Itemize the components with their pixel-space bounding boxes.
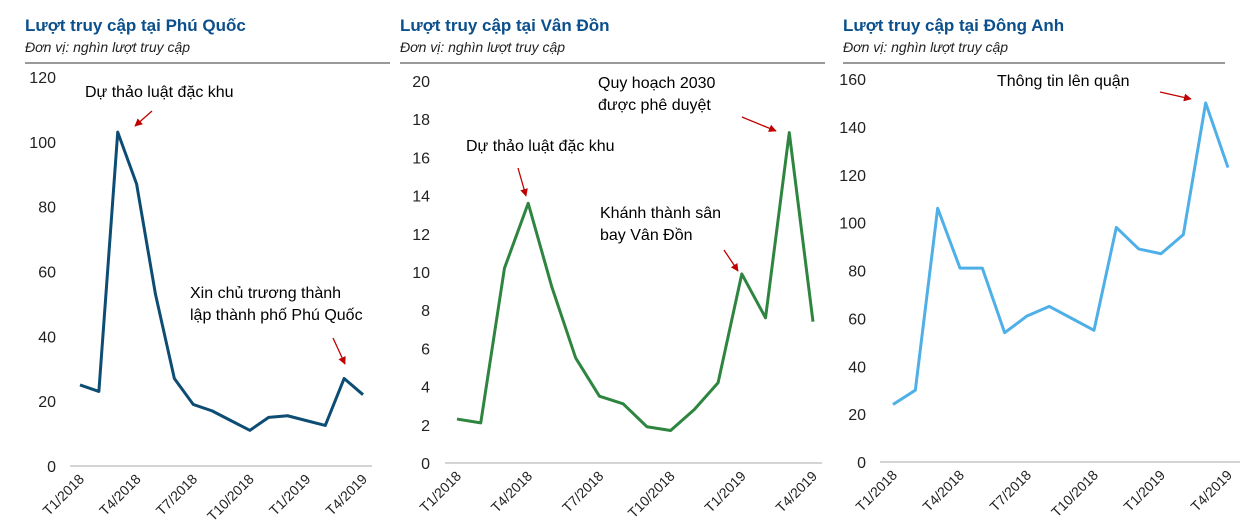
x-tick-label: T1/2018 [39,471,87,519]
annotation: Xin chủ trương thành [190,285,341,302]
chart-title: Lượt truy cập tại Đông Anh [843,16,1064,35]
y-tick-label: 120 [29,70,56,87]
y-tick-label: 12 [412,227,430,244]
y-tick-label: 4 [421,380,430,397]
y-tick-label: 8 [421,303,430,320]
y-tick-label: 10 [412,265,430,282]
x-tick-label: T1/2019 [701,468,749,516]
annotation-arrow [723,249,739,272]
y-tick-label: 20 [38,394,56,411]
y-tick-label: 100 [29,135,56,152]
x-tick-label: T4/2019 [772,468,820,516]
x-tick-label: T4/2018 [488,468,536,516]
y-tick-label: 0 [421,456,430,473]
y-tick-label: 0 [857,455,866,472]
x-tick-label: T4/2019 [1187,467,1235,515]
y-tick-label: 160 [839,72,866,89]
annotation: lập thành phố Phú Quốc [190,307,363,324]
chart-title: Lượt truy cập tại Phú Quốc [25,16,246,35]
y-tick-label: 40 [848,359,866,376]
x-tick-label: T4/2019 [322,471,370,519]
x-tick-label: T7/2018 [986,467,1034,515]
x-tick-label: T4/2018 [919,467,967,515]
annotation-arrow [1159,91,1192,102]
chart-subtitle: Đơn vị: nghìn lượt truy cập [25,39,190,55]
chart-subtitle: Đơn vị: nghìn lượt truy cập [843,39,1008,55]
data-line [456,131,815,433]
x-tick-label: T10/2018 [204,471,257,524]
annotation: Thông tin lên quận [997,73,1130,90]
y-tick-label: 2 [421,418,430,435]
annotation: Quy hoạch 2030 [598,75,716,92]
y-tick-label: 80 [848,264,866,281]
annotation: được phê duyệt [598,97,711,114]
y-tick-label: 40 [38,329,56,346]
y-tick-label: 14 [412,189,430,206]
chart-subtitle: Đơn vị: nghìn lượt truy cập [400,39,565,55]
x-tick-label: T1/2019 [1120,467,1168,515]
x-tick-label: T1/2019 [266,471,314,519]
y-tick-label: 0 [47,459,56,476]
x-tick-label: T7/2018 [559,468,607,516]
annotation-arrow [332,337,346,365]
data-line [79,130,364,432]
x-tick-label: T1/2018 [852,467,900,515]
annotation: bay Vân Đồn [600,227,693,244]
annotation-arrow [517,167,528,197]
y-tick-label: 80 [38,200,56,217]
y-tick-label: 60 [848,311,866,328]
y-tick-label: 18 [412,112,430,129]
data-line [892,101,1230,406]
y-tick-label: 20 [412,74,430,91]
chart-title: Lượt truy cập tại Vân Đồn [400,16,610,35]
annotation: Dự thảo luật đặc khu [85,84,234,101]
x-tick-label: T7/2018 [153,471,201,519]
y-tick-label: 140 [839,120,866,137]
annotation: Dự thảo luật đặc khu [466,138,615,155]
y-tick-label: 120 [839,168,866,185]
annotation: Khánh thành sân [600,205,721,222]
x-tick-label: T4/2018 [96,471,144,519]
y-tick-label: 16 [412,150,430,167]
x-tick-label: T10/2018 [1048,467,1101,520]
y-tick-label: 20 [848,407,866,424]
annotation-arrow [134,110,153,127]
x-tick-label: T1/2018 [416,468,464,516]
y-tick-label: 6 [421,341,430,358]
y-tick-label: 100 [839,216,866,233]
annotation-arrow [741,116,777,132]
y-tick-label: 60 [38,265,56,282]
x-tick-label: T10/2018 [625,468,678,521]
